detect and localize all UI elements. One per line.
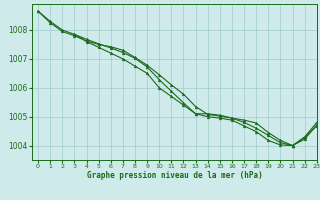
X-axis label: Graphe pression niveau de la mer (hPa): Graphe pression niveau de la mer (hPa) [86, 171, 262, 180]
